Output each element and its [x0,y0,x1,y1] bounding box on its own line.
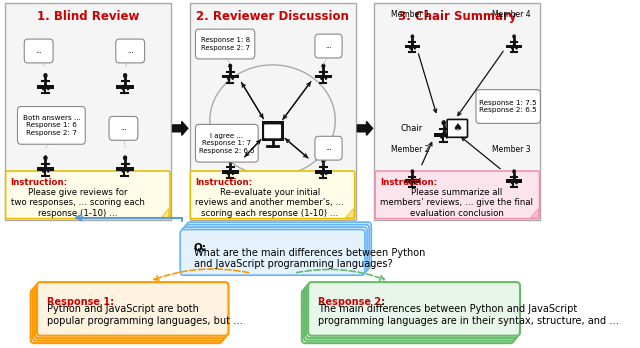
Circle shape [410,34,414,39]
Circle shape [410,169,414,174]
Text: ...: ... [325,145,332,151]
FancyBboxPatch shape [315,170,332,174]
Text: Instruction:: Instruction: [195,178,253,187]
FancyBboxPatch shape [308,282,520,336]
Text: The main differences between Python and JavaScript
programming languages are in : The main differences between Python and … [318,304,620,326]
Text: Member 4: Member 4 [492,10,531,19]
FancyBboxPatch shape [35,285,227,338]
FancyBboxPatch shape [315,74,332,78]
FancyBboxPatch shape [31,290,222,343]
FancyBboxPatch shape [374,3,540,220]
Circle shape [442,120,446,126]
FancyBboxPatch shape [476,90,540,124]
FancyArrow shape [173,121,188,135]
Text: Response 2:: Response 2: [318,297,385,307]
Circle shape [512,34,516,39]
Polygon shape [346,208,353,217]
Text: Re-evaluate your initial
reviews and another member’s, …
scoring each response (: Re-evaluate your initial reviews and ano… [195,188,344,218]
Circle shape [44,73,47,78]
Text: Python and JavaScript are both
popular programming languages, but …: Python and JavaScript are both popular p… [47,304,243,326]
Text: Response 1:: Response 1: [47,297,115,307]
FancyBboxPatch shape [109,117,138,140]
Text: Response 1: 8
Response 2: 7: Response 1: 8 Response 2: 7 [200,37,250,51]
FancyBboxPatch shape [37,282,228,336]
FancyBboxPatch shape [306,285,518,338]
FancyBboxPatch shape [302,290,514,343]
Text: ...: ... [325,43,332,49]
FancyBboxPatch shape [315,34,342,58]
Circle shape [228,159,232,164]
Polygon shape [530,208,538,217]
FancyBboxPatch shape [222,170,239,174]
Text: ...: ... [127,48,134,54]
Text: What are the main differences between Python
and JavaScript programming language: What are the main differences between Py… [194,247,425,269]
FancyArrow shape [357,121,372,135]
FancyBboxPatch shape [33,287,224,341]
FancyBboxPatch shape [36,167,54,171]
FancyBboxPatch shape [447,119,467,137]
Text: ...: ... [35,48,42,54]
Text: 3. Chair Summary: 3. Chair Summary [398,10,516,23]
FancyBboxPatch shape [116,39,145,63]
Text: Q:: Q: [194,243,207,252]
Polygon shape [161,208,168,217]
FancyBboxPatch shape [315,136,342,160]
Circle shape [321,159,325,164]
Circle shape [512,169,516,174]
FancyBboxPatch shape [182,227,367,273]
FancyBboxPatch shape [6,171,170,219]
FancyBboxPatch shape [186,222,371,268]
FancyBboxPatch shape [195,29,255,59]
Circle shape [44,155,47,160]
FancyBboxPatch shape [435,133,453,137]
FancyBboxPatch shape [189,3,356,220]
Text: Please give reviews for
two responses, … scoring each
response (1-10) …: Please give reviews for two responses, …… [11,188,145,218]
FancyBboxPatch shape [262,121,284,141]
Text: 1. Blind Review: 1. Blind Review [36,10,139,23]
Circle shape [123,155,127,160]
Text: Member 2: Member 2 [390,145,429,154]
Circle shape [123,73,127,78]
FancyBboxPatch shape [195,124,258,162]
Text: Member 3: Member 3 [492,145,531,154]
Text: Please summarize all
members’ reviews, … give the final
evaluation conclusion: Please summarize all members’ reviews, …… [380,188,533,218]
Text: Member 1: Member 1 [390,10,429,19]
Circle shape [228,64,232,68]
FancyBboxPatch shape [304,287,516,341]
Text: I agree ...
Response 1: 7
Response 2: 6.5: I agree ... Response 1: 7 Response 2: 6.… [199,133,255,154]
Text: Chair: Chair [401,124,422,133]
Text: Instruction:: Instruction: [380,178,437,187]
FancyBboxPatch shape [190,171,355,219]
FancyBboxPatch shape [4,3,171,220]
FancyBboxPatch shape [17,106,85,144]
Text: Both answers ...
Response 1: 6
Response 2: 7: Both answers ... Response 1: 6 Response … [22,115,80,136]
FancyBboxPatch shape [116,85,134,89]
Text: Response 1: 7.5
Response 2: 6.5: Response 1: 7.5 Response 2: 6.5 [479,100,537,113]
FancyBboxPatch shape [404,45,420,48]
FancyBboxPatch shape [506,45,522,48]
FancyBboxPatch shape [116,167,134,171]
FancyBboxPatch shape [222,74,239,78]
FancyBboxPatch shape [404,180,420,183]
Text: 2. Reviewer Discussion: 2. Reviewer Discussion [196,10,349,23]
Circle shape [321,64,325,68]
Text: ♠: ♠ [452,124,462,133]
Text: Instruction:: Instruction: [11,178,68,187]
FancyBboxPatch shape [184,224,369,270]
FancyBboxPatch shape [264,124,281,138]
FancyBboxPatch shape [36,85,54,89]
FancyBboxPatch shape [506,180,522,183]
FancyBboxPatch shape [180,230,365,275]
FancyBboxPatch shape [24,39,53,63]
FancyBboxPatch shape [375,171,540,219]
Text: ...: ... [120,125,127,131]
